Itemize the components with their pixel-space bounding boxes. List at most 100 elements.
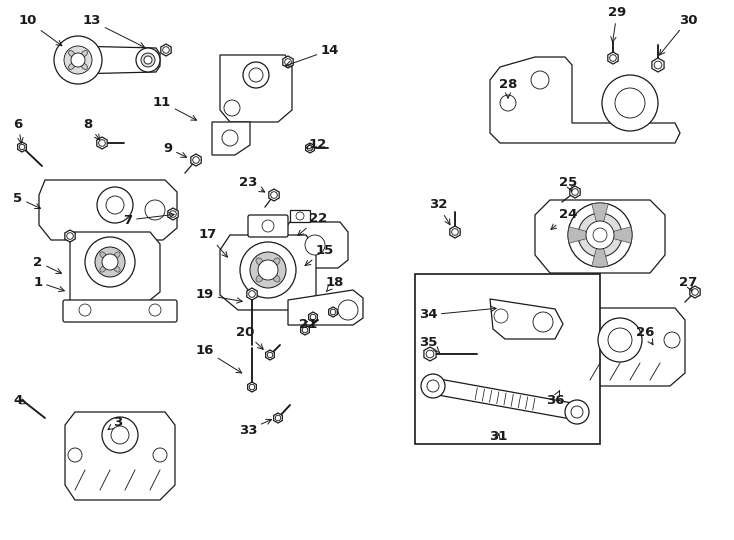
Ellipse shape xyxy=(81,63,87,70)
Circle shape xyxy=(427,380,439,392)
Circle shape xyxy=(97,187,133,223)
Text: 23: 23 xyxy=(239,176,265,192)
Polygon shape xyxy=(309,312,317,322)
Circle shape xyxy=(305,235,325,255)
Circle shape xyxy=(302,327,308,333)
Circle shape xyxy=(19,144,25,150)
Circle shape xyxy=(262,220,274,232)
Text: 15: 15 xyxy=(305,244,334,266)
Circle shape xyxy=(144,56,152,64)
Polygon shape xyxy=(283,56,293,68)
Ellipse shape xyxy=(68,63,75,70)
Circle shape xyxy=(95,247,125,277)
Circle shape xyxy=(102,254,118,270)
Circle shape xyxy=(275,415,280,421)
Circle shape xyxy=(608,328,632,352)
Polygon shape xyxy=(608,52,618,64)
Text: 21: 21 xyxy=(299,318,317,330)
Text: 28: 28 xyxy=(499,78,517,98)
Circle shape xyxy=(243,62,269,88)
Polygon shape xyxy=(565,308,685,386)
Circle shape xyxy=(330,309,335,315)
Circle shape xyxy=(602,75,658,131)
Text: 17: 17 xyxy=(199,228,228,257)
Polygon shape xyxy=(305,143,314,153)
Circle shape xyxy=(106,196,124,214)
FancyBboxPatch shape xyxy=(63,300,177,322)
Polygon shape xyxy=(652,58,664,72)
Polygon shape xyxy=(212,122,250,155)
Circle shape xyxy=(102,417,138,453)
Circle shape xyxy=(54,36,102,84)
Circle shape xyxy=(568,203,632,267)
Text: 9: 9 xyxy=(164,141,186,157)
Polygon shape xyxy=(65,230,75,242)
Circle shape xyxy=(421,374,445,398)
Polygon shape xyxy=(269,189,279,201)
Wedge shape xyxy=(568,227,600,244)
Circle shape xyxy=(310,314,316,320)
Ellipse shape xyxy=(273,258,280,265)
Text: 2: 2 xyxy=(34,255,62,273)
Polygon shape xyxy=(266,350,275,360)
Circle shape xyxy=(193,157,200,163)
Text: 19: 19 xyxy=(196,288,242,303)
Circle shape xyxy=(572,188,578,195)
Circle shape xyxy=(153,448,167,462)
Ellipse shape xyxy=(273,275,280,282)
Circle shape xyxy=(500,95,516,111)
Text: 12: 12 xyxy=(306,138,327,152)
Polygon shape xyxy=(220,235,316,310)
Text: 8: 8 xyxy=(84,118,100,140)
Circle shape xyxy=(338,300,358,320)
Polygon shape xyxy=(424,347,436,361)
Text: 7: 7 xyxy=(123,212,174,226)
Ellipse shape xyxy=(68,51,75,57)
Circle shape xyxy=(308,145,313,151)
Text: 27: 27 xyxy=(679,275,697,292)
Text: 31: 31 xyxy=(489,430,507,443)
Polygon shape xyxy=(191,154,201,166)
Polygon shape xyxy=(535,200,665,273)
Polygon shape xyxy=(97,137,107,149)
Polygon shape xyxy=(247,288,257,300)
Text: 20: 20 xyxy=(236,326,264,349)
Circle shape xyxy=(163,46,170,53)
Wedge shape xyxy=(592,203,608,235)
Polygon shape xyxy=(65,412,175,500)
Text: 14: 14 xyxy=(286,44,339,66)
Circle shape xyxy=(654,61,662,69)
Circle shape xyxy=(64,46,92,74)
Polygon shape xyxy=(690,286,700,298)
Text: 24: 24 xyxy=(551,208,577,230)
Text: 35: 35 xyxy=(419,335,440,353)
Polygon shape xyxy=(18,142,26,152)
Text: 18: 18 xyxy=(326,275,344,292)
Circle shape xyxy=(586,221,614,249)
Circle shape xyxy=(250,252,286,288)
Circle shape xyxy=(249,291,255,298)
FancyBboxPatch shape xyxy=(248,215,288,237)
Text: 11: 11 xyxy=(153,96,197,120)
Circle shape xyxy=(565,400,589,424)
Text: 1: 1 xyxy=(34,275,65,292)
Text: 26: 26 xyxy=(636,326,654,345)
Polygon shape xyxy=(168,208,178,220)
Circle shape xyxy=(426,350,434,358)
Ellipse shape xyxy=(100,266,106,272)
Ellipse shape xyxy=(81,51,87,57)
Text: 13: 13 xyxy=(83,15,145,48)
Circle shape xyxy=(258,260,278,280)
Text: 22: 22 xyxy=(298,212,327,235)
Ellipse shape xyxy=(100,252,106,258)
Circle shape xyxy=(141,53,155,67)
Polygon shape xyxy=(220,55,292,122)
Circle shape xyxy=(494,309,508,323)
Text: 34: 34 xyxy=(419,306,496,321)
Polygon shape xyxy=(161,44,171,56)
Circle shape xyxy=(267,352,273,357)
Text: 32: 32 xyxy=(429,199,450,225)
Circle shape xyxy=(224,100,240,116)
Circle shape xyxy=(68,448,82,462)
Circle shape xyxy=(222,130,238,146)
